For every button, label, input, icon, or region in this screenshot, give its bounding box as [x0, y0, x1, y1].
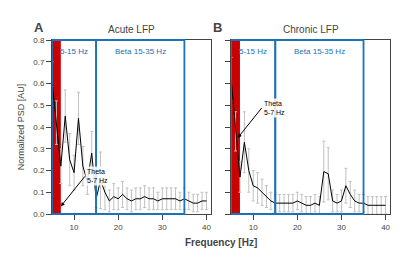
svg-text:0.3: 0.3 [33, 145, 45, 154]
svg-text:5-15 Hz: 5-15 Hz [60, 47, 88, 56]
svg-text:30: 30 [337, 223, 346, 232]
svg-text:20: 20 [293, 223, 302, 232]
svg-text:Theta5-7 Hz: Theta5-7 Hz [264, 100, 285, 116]
svg-text:20: 20 [114, 223, 123, 232]
svg-text:Chronic LFP: Chronic LFP [283, 24, 339, 35]
svg-text:0.0: 0.0 [33, 210, 45, 219]
svg-text:A: A [34, 20, 44, 35]
svg-text:Acute LFP: Acute LFP [108, 24, 155, 35]
svg-text:B: B [213, 20, 222, 35]
svg-text:Beta 15-35 Hz: Beta 15-35 Hz [115, 47, 166, 56]
svg-text:Beta 15-35 Hz: Beta 15-35 Hz [294, 47, 345, 56]
svg-text:Frequency [Hz]: Frequency [Hz] [185, 237, 257, 248]
svg-text:Normalized PSD [AU]: Normalized PSD [AU] [16, 84, 26, 171]
svg-text:10: 10 [249, 223, 258, 232]
svg-text:30: 30 [158, 223, 167, 232]
svg-text:10: 10 [70, 223, 79, 232]
svg-text:0.6: 0.6 [33, 79, 45, 88]
svg-text:0.7: 0.7 [33, 58, 45, 67]
svg-text:40: 40 [202, 223, 211, 232]
svg-text:Theta5-7 Hz: Theta5-7 Hz [87, 168, 108, 184]
svg-text:0.4: 0.4 [33, 123, 45, 132]
svg-text:0.2: 0.2 [33, 166, 45, 175]
svg-text:40: 40 [381, 223, 390, 232]
svg-text:0.8: 0.8 [33, 36, 45, 45]
svg-text:5-15 Hz: 5-15 Hz [239, 47, 267, 56]
svg-text:0.5: 0.5 [33, 101, 45, 110]
svg-text:0.1: 0.1 [33, 188, 45, 197]
